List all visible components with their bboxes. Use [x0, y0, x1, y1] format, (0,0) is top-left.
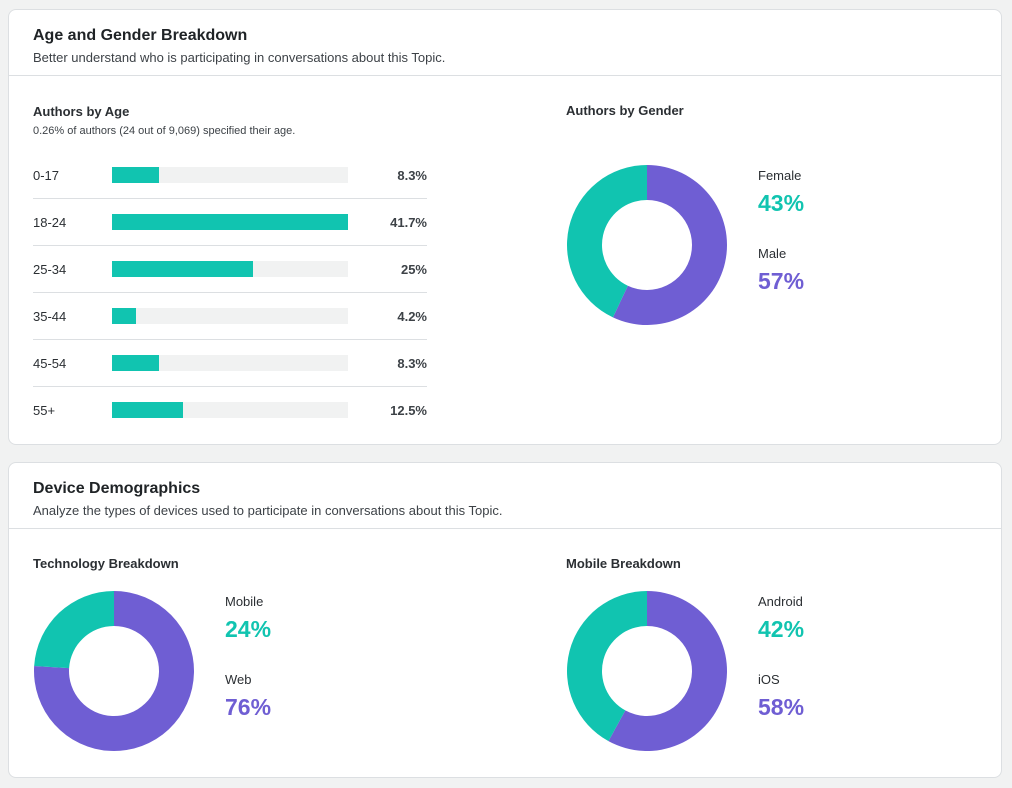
- legend-value-web: 76%: [225, 694, 272, 720]
- age-gender-title: Age and Gender Breakdown: [33, 27, 248, 44]
- device-header: Device Demographics Analyze the types of…: [9, 463, 1001, 529]
- age-row-value: 8.3%: [397, 356, 427, 371]
- device-demographics-card: Device Demographics Analyze the types of…: [8, 462, 1002, 778]
- age-row-label: 0-17: [33, 168, 60, 183]
- age-bar-track: [112, 308, 348, 324]
- age-row: 18-24 41.7%: [33, 199, 427, 246]
- legend-label-web: Web: [225, 672, 252, 687]
- age-row: 55+ 12.5%: [33, 387, 427, 434]
- authors-by-age-note: 0.26% of authors (24 out of 9,069) speci…: [33, 125, 296, 137]
- age-row: 0-17 8.3%: [33, 152, 427, 199]
- mobile-donut-chart: [567, 591, 727, 751]
- age-bar-fill: [112, 167, 159, 183]
- legend-value-female: 43%: [758, 190, 805, 216]
- legend-value-male: 57%: [758, 268, 805, 294]
- age-bar-track: [112, 261, 348, 277]
- donut-slice-android: [567, 591, 647, 742]
- age-row-label: 35-44: [33, 309, 67, 324]
- age-row: 35-44 4.2%: [33, 293, 427, 340]
- age-bar-track: [112, 214, 348, 230]
- age-row-value: 25%: [400, 262, 427, 277]
- age-gender-subtitle: Better understand who is participating i…: [33, 50, 446, 65]
- age-row-label: 45-54: [33, 356, 67, 371]
- age-bar-fill: [112, 214, 348, 230]
- device-title: Device Demographics: [33, 480, 201, 497]
- donut-slice-male: [612, 165, 727, 325]
- legend-label-android: Android: [758, 594, 803, 609]
- donut-slice-ios: [608, 591, 727, 751]
- technology-breakdown-title: Technology Breakdown: [33, 556, 179, 571]
- authors-by-gender-title: Authors by Gender: [566, 103, 684, 118]
- age-row-label: 25-34: [33, 262, 67, 277]
- age-row: 25-34 25%: [33, 246, 427, 293]
- legend-value-ios: 58%: [758, 694, 805, 720]
- donut-slice-web: [33, 591, 194, 751]
- legend-label-female: Female: [758, 168, 802, 183]
- age-row-label: 55+: [33, 403, 56, 418]
- age-bar-track: [112, 402, 348, 418]
- donut-slice-mobile: [34, 591, 114, 669]
- age-bar-track: [112, 167, 348, 183]
- age-bar-fill: [112, 355, 159, 371]
- age-row: 45-54 8.3%: [33, 340, 427, 387]
- mobile-breakdown-title: Mobile Breakdown: [566, 556, 681, 571]
- age-row-value: 4.2%: [397, 309, 427, 324]
- authors-by-age-title: Authors by Age: [33, 104, 130, 119]
- age-row-value: 8.3%: [397, 168, 427, 183]
- gender-donut-chart: [567, 165, 727, 325]
- age-row-value: 41.7%: [390, 215, 427, 230]
- age-row-value: 12.5%: [390, 403, 427, 418]
- legend-label-male: Male: [758, 246, 787, 261]
- age-row-label: 18-24: [33, 215, 67, 230]
- age-gender-card: Age and Gender Breakdown Better understa…: [8, 9, 1002, 445]
- legend-label-ios: iOS: [758, 672, 780, 687]
- legend-value-mobile: 24%: [225, 616, 272, 642]
- legend-value-android: 42%: [758, 616, 805, 642]
- legend-label-mobile: Mobile: [225, 594, 264, 609]
- age-gender-header: Age and Gender Breakdown Better understa…: [9, 10, 1001, 76]
- age-bar-track: [112, 355, 348, 371]
- age-bar-fill: [112, 308, 136, 324]
- device-subtitle: Analyze the types of devices used to par…: [33, 503, 503, 518]
- technology-donut-chart: [33, 591, 194, 751]
- donut-slice-female: [567, 165, 647, 318]
- age-bar-fill: [112, 402, 183, 418]
- age-bar-fill: [112, 261, 254, 277]
